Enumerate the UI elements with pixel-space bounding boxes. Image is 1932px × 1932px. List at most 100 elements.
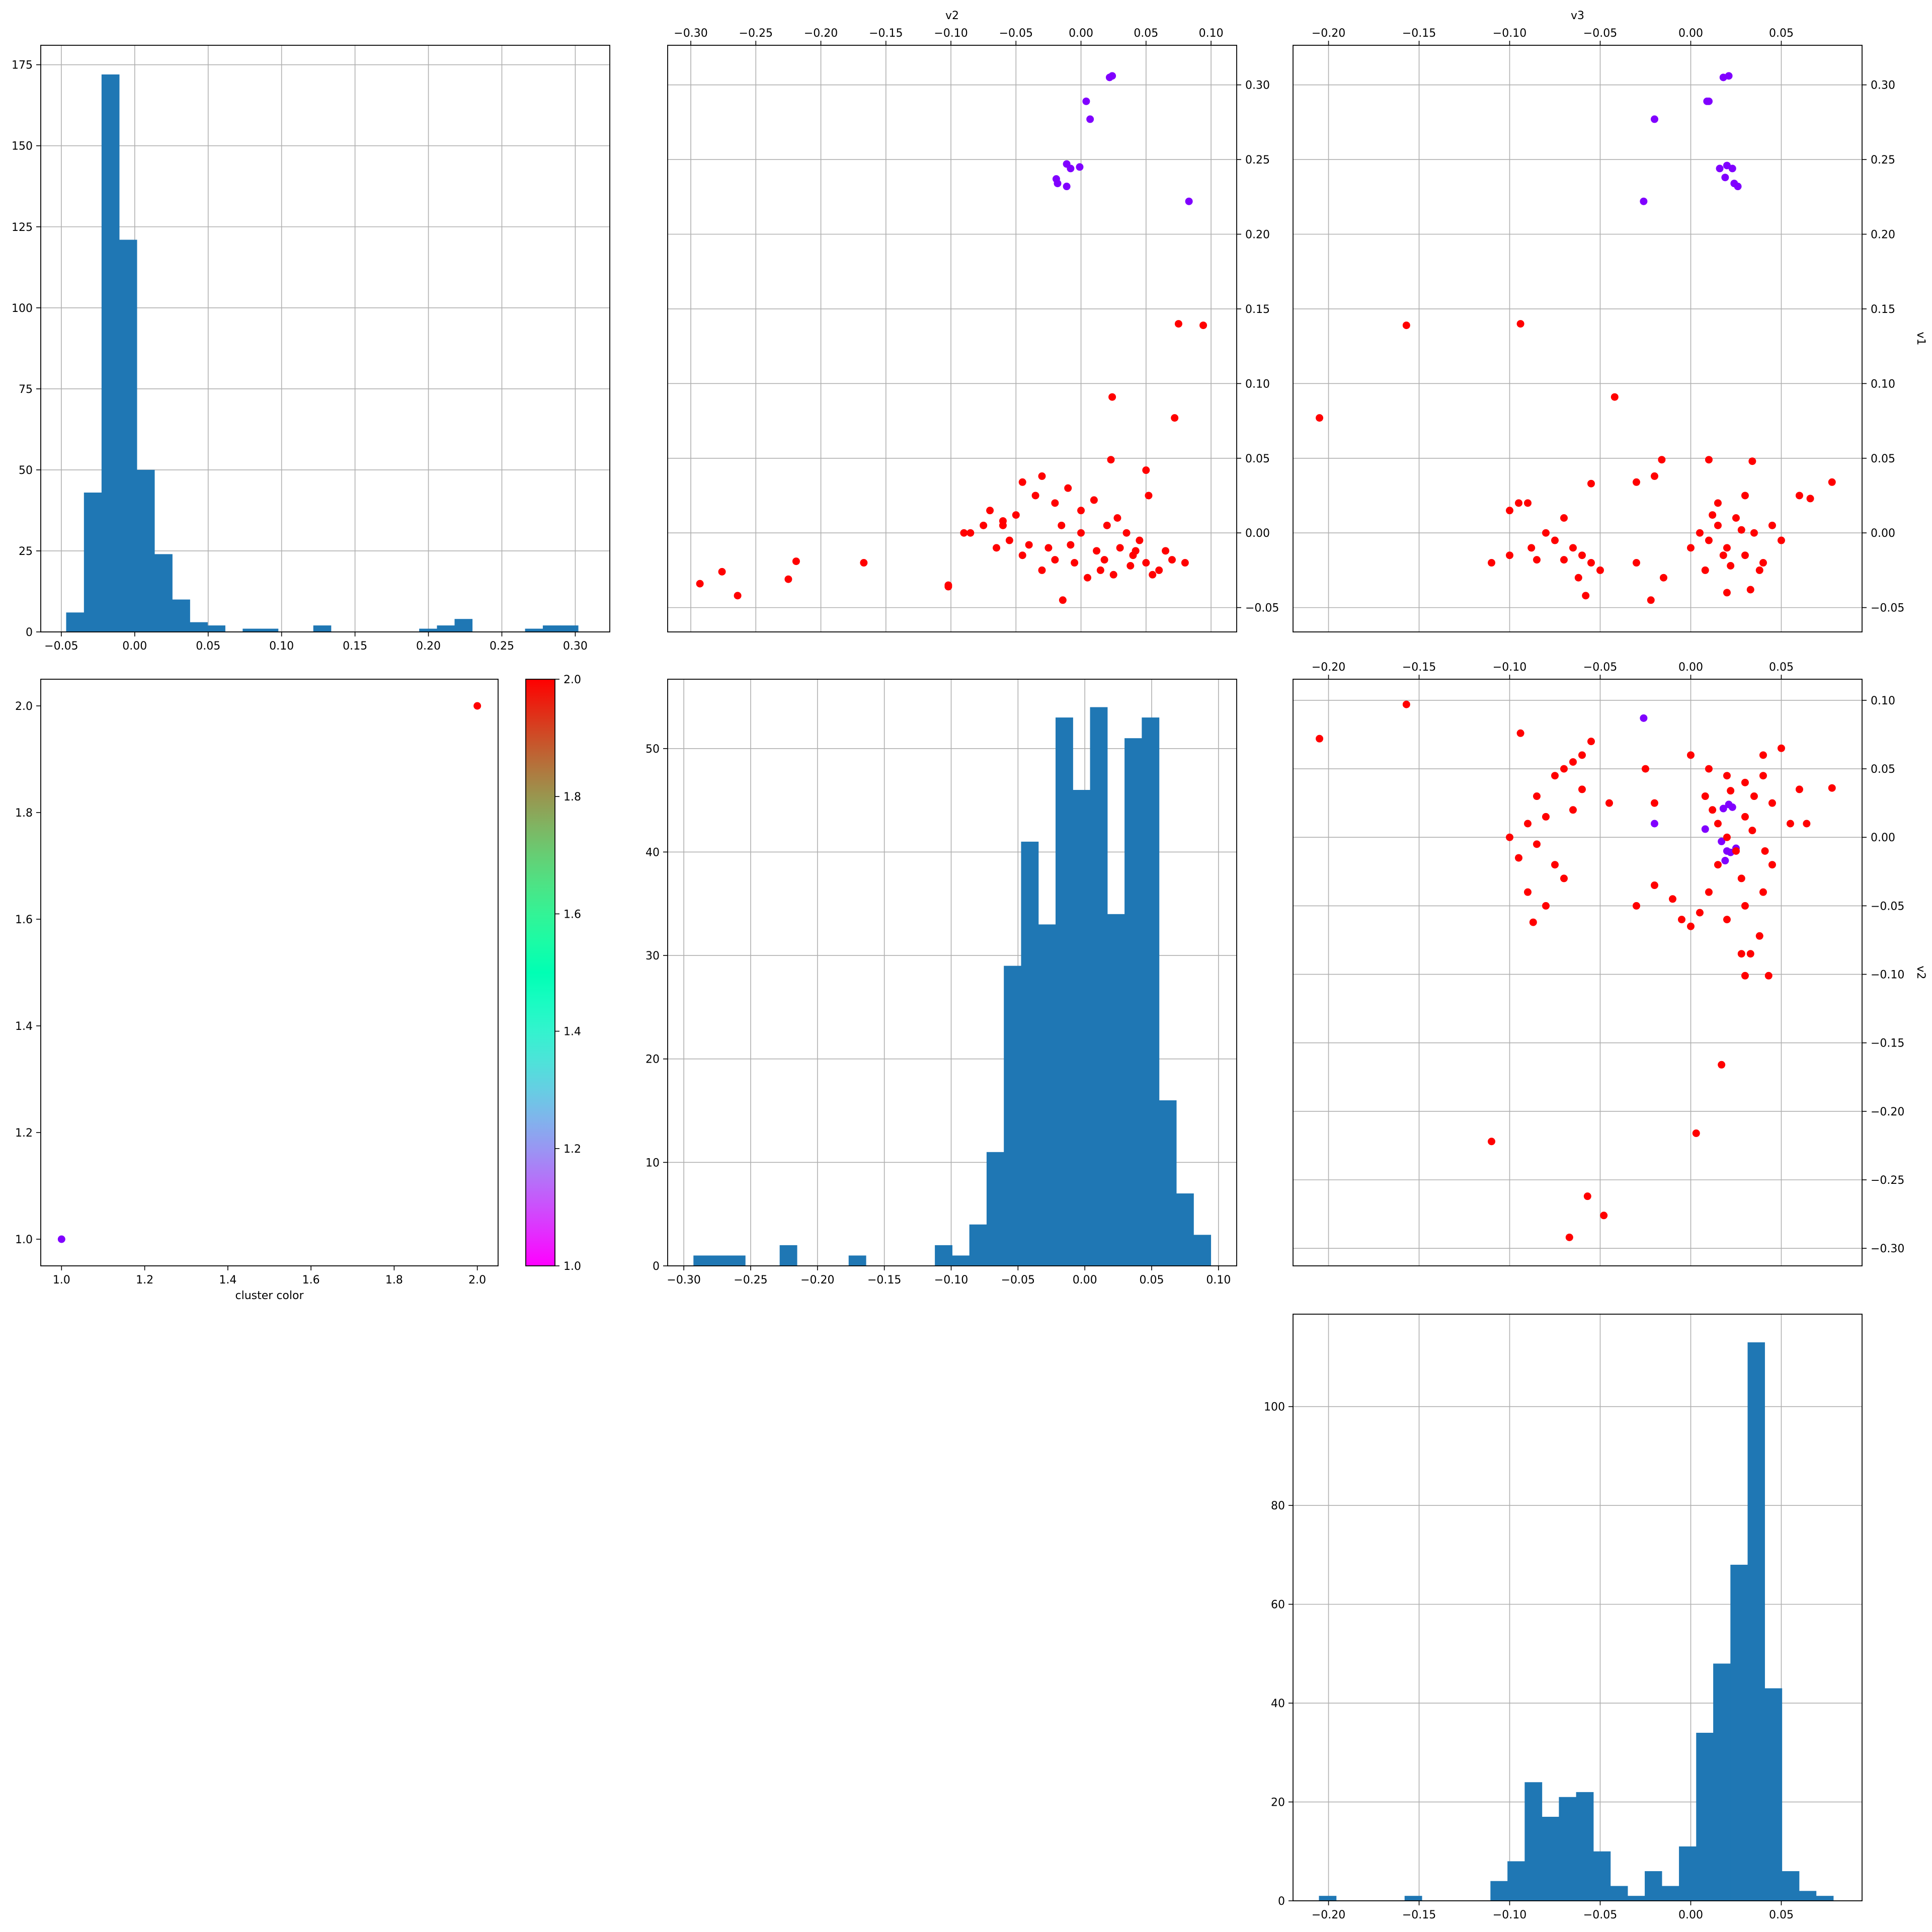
scatter-point bbox=[1723, 833, 1731, 841]
histogram-bar bbox=[260, 628, 279, 632]
histogram-bar bbox=[1507, 1861, 1525, 1901]
scatter-point bbox=[1402, 321, 1410, 330]
histogram-bar bbox=[1713, 1663, 1731, 1901]
scatter-point bbox=[1515, 499, 1523, 507]
y-tick-label: 20 bbox=[1271, 1797, 1285, 1809]
x-tick-label: −0.05 bbox=[999, 27, 1033, 40]
scatter-point bbox=[1714, 499, 1722, 507]
scatter-point bbox=[1677, 916, 1685, 924]
y-tick-label: 0.00 bbox=[1871, 527, 1895, 540]
x-tick-label: 0.05 bbox=[1769, 661, 1794, 674]
scatter-point bbox=[1701, 792, 1709, 800]
y-tick-label: 40 bbox=[1271, 1698, 1285, 1710]
scatter-point bbox=[1587, 559, 1595, 567]
x-tick-label: 0.00 bbox=[1678, 1909, 1703, 1921]
scatter-point bbox=[1185, 197, 1193, 205]
histogram-bar bbox=[1090, 707, 1108, 1266]
scatter-point bbox=[1551, 861, 1559, 869]
scatter-point bbox=[1696, 529, 1704, 537]
scatter-point bbox=[1786, 820, 1794, 828]
histogram-bar bbox=[136, 469, 155, 632]
histogram-bar bbox=[1142, 717, 1160, 1266]
y-tick-label: 0.10 bbox=[1871, 695, 1895, 707]
x-tick-label: 1.0 bbox=[53, 1274, 70, 1286]
scatter-point bbox=[1116, 544, 1124, 552]
scatter-point bbox=[1132, 547, 1140, 555]
y-tick-label: 1.0 bbox=[15, 1234, 33, 1246]
y-tick-label: 1.2 bbox=[15, 1127, 33, 1140]
scatter-point bbox=[1583, 1192, 1591, 1200]
x-tick-label: −0.10 bbox=[1493, 27, 1526, 40]
scatter-point bbox=[1668, 895, 1676, 903]
scatter-point bbox=[1533, 792, 1541, 800]
scatter-point bbox=[1059, 596, 1067, 604]
scatter-point bbox=[1746, 586, 1754, 594]
y-tick-label: −0.20 bbox=[1871, 1106, 1904, 1118]
x-tick-label: 0.00 bbox=[122, 640, 147, 653]
y-tick-label: 0.25 bbox=[1871, 154, 1895, 167]
scatter-point bbox=[1640, 197, 1648, 205]
scatter-point bbox=[1488, 559, 1496, 567]
y-tick-label: 40 bbox=[646, 846, 660, 859]
scatter-point bbox=[1723, 544, 1731, 552]
scatter-point bbox=[1108, 72, 1116, 80]
scatter-point bbox=[1686, 544, 1695, 552]
x-tick-label: −0.10 bbox=[934, 1274, 968, 1286]
scatter-point bbox=[1560, 514, 1568, 522]
scatter-point bbox=[1174, 320, 1182, 328]
scatter-point bbox=[473, 702, 481, 710]
scatter-point bbox=[1727, 787, 1735, 795]
histogram-bar bbox=[779, 1245, 797, 1266]
panel-hist-v1: −0.05 0.00 0.05 0.10 0.15 0.20 0.25 0.30 0 25 50 75… bbox=[12, 45, 610, 653]
colorbar-tick-label: 2.0 bbox=[564, 674, 581, 686]
x-tick-label: 1.2 bbox=[136, 1274, 153, 1286]
colorbar-tick-label: 1.0 bbox=[564, 1260, 581, 1273]
scatter-point bbox=[1600, 1212, 1608, 1220]
x-tick-label: −0.15 bbox=[1402, 1909, 1436, 1921]
scatter-point bbox=[1755, 932, 1763, 940]
histogram-bar bbox=[1593, 1851, 1611, 1901]
x-tick-label: −0.15 bbox=[1402, 27, 1436, 40]
scatter-point bbox=[1054, 180, 1062, 188]
colorbar-tick-label: 1.2 bbox=[564, 1143, 581, 1156]
scatter-point bbox=[1199, 321, 1208, 330]
y-tick-label: 0.25 bbox=[1245, 154, 1270, 167]
scatter-point bbox=[1650, 799, 1658, 807]
panel-scatter-v3-v1: −0.20 −0.15 −0.10 −0.05 0.00 0.05 −0.05 0.00 0.0… bbox=[1293, 10, 1927, 632]
scatter-point bbox=[1748, 457, 1756, 465]
scatter-point bbox=[1077, 507, 1085, 515]
scatter-point bbox=[1737, 950, 1745, 958]
scatter-point bbox=[1605, 799, 1613, 807]
histogram-bar bbox=[1576, 1792, 1594, 1901]
scatter-point bbox=[1650, 115, 1658, 123]
scatter-point bbox=[1714, 521, 1722, 529]
y-tick-label: 150 bbox=[12, 140, 33, 153]
scatter-point bbox=[1719, 804, 1727, 813]
scatter-point bbox=[696, 580, 704, 588]
scatter-point bbox=[1524, 499, 1532, 507]
y-tick-label: 0.05 bbox=[1245, 453, 1270, 465]
scatter-point bbox=[1803, 820, 1811, 828]
scatter-point bbox=[999, 517, 1007, 525]
panel-hist-v2: −0.30 −0.25 −0.20 −0.15 −0.10 −0.05 0.00 0.05 0.… bbox=[646, 679, 1237, 1286]
scatter-point bbox=[1082, 97, 1090, 105]
panel-hist-v3: −0.20 −0.15 −0.10 −0.05 0.00 0.05 0 20 40 60 80 100 bbox=[1264, 1314, 1863, 1921]
y-tick-label: 30 bbox=[646, 950, 660, 962]
scatter-point bbox=[1551, 536, 1559, 544]
scatter-point bbox=[1515, 854, 1523, 862]
scatter-point bbox=[1705, 536, 1713, 544]
histogram-bar bbox=[986, 1152, 1004, 1266]
x-tick-label: 0.25 bbox=[490, 640, 514, 653]
colorbar-tick-label: 1.8 bbox=[564, 791, 581, 803]
scatter-point bbox=[1005, 536, 1013, 544]
y-tick-label: 0 bbox=[653, 1260, 660, 1273]
x-tick-label: −0.30 bbox=[674, 27, 707, 40]
histogram-bar bbox=[542, 625, 561, 632]
scatter-point bbox=[1012, 511, 1020, 519]
scatter-point bbox=[1155, 566, 1163, 574]
scatter-point bbox=[1077, 529, 1085, 537]
scatter-point bbox=[1719, 551, 1727, 559]
histogram-bar bbox=[1176, 1193, 1194, 1266]
x-tick-label: 1.6 bbox=[302, 1274, 320, 1286]
